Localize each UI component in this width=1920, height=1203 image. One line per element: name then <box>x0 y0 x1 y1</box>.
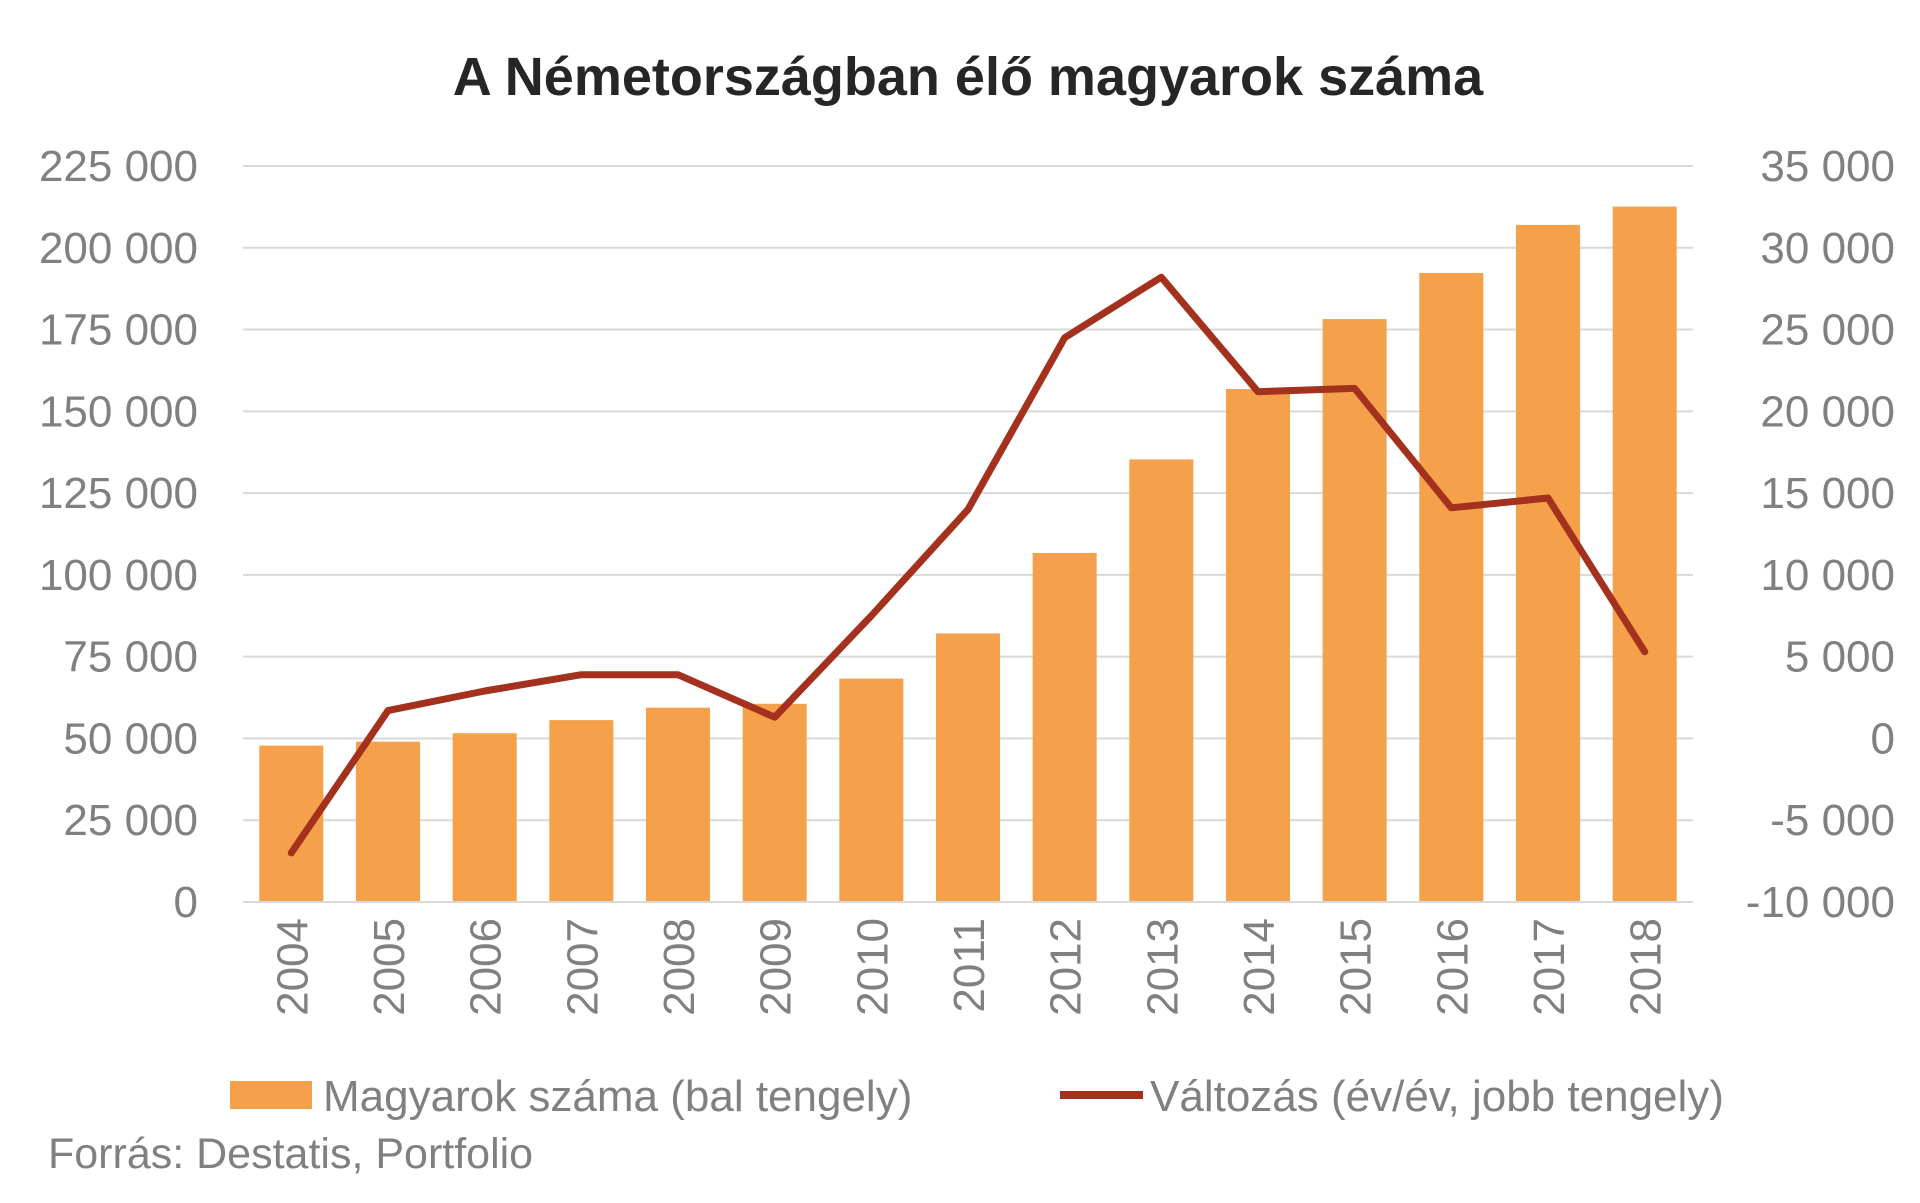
x-tick-label: 2010 <box>848 918 897 1016</box>
x-axis: 2004 2005 2006 2007 2008 2009 2010 2011 2012 2013… <box>243 902 1693 1016</box>
bar-2010 <box>839 679 903 902</box>
legend: Magyarok száma (bal tengely) Változás (é… <box>230 1072 1724 1121</box>
bar-2008 <box>646 708 710 902</box>
left-tick-label: 175 000 <box>39 306 198 355</box>
bar-2005 <box>356 742 420 902</box>
right-tick-label: 25 000 <box>1760 306 1895 355</box>
bar-2007 <box>549 720 613 902</box>
x-tick-label: 2005 <box>365 918 414 1016</box>
bar-2006 <box>453 733 517 902</box>
x-tick-label: 2013 <box>1138 918 1187 1016</box>
left-tick-label: 0 <box>174 878 198 927</box>
bar-2013 <box>1129 459 1193 902</box>
source-note: Forrás: Destatis, Portfolio <box>48 1130 533 1178</box>
left-tick-label: 25 000 <box>63 796 198 845</box>
right-tick-label: 20 000 <box>1760 387 1895 436</box>
left-axis: 0 25 000 50 000 75 000 100 000 125 000 150 000… <box>39 142 198 927</box>
legend-label-bars: Magyarok száma (bal tengely) <box>323 1072 912 1121</box>
right-tick-label: -5 000 <box>1770 796 1895 845</box>
right-tick-label: 35 000 <box>1760 142 1895 191</box>
legend-label-line: Változás (év/év, jobb tengely) <box>1150 1072 1724 1121</box>
x-tick-label: 2006 <box>462 918 511 1016</box>
x-tick-label: 2004 <box>268 918 317 1016</box>
legend-swatch-bars <box>230 1081 312 1109</box>
chart-title: A Németországban élő magyarok száma <box>453 47 1484 107</box>
bar-2015 <box>1323 319 1387 902</box>
right-tick-label: -10 000 <box>1746 878 1895 927</box>
right-tick-label: 0 <box>1871 714 1895 763</box>
x-tick-label: 2008 <box>655 918 704 1016</box>
left-tick-label: 200 000 <box>39 224 198 273</box>
bar-2018 <box>1613 207 1677 902</box>
bar-series <box>259 207 1676 902</box>
bar-2011 <box>936 633 1000 902</box>
right-tick-label: 15 000 <box>1760 469 1895 518</box>
bar-2009 <box>743 704 807 902</box>
left-tick-label: 75 000 <box>63 633 198 682</box>
right-axis: -10 000 -5 000 0 5 000 10 000 15 000 20 000 25 … <box>1746 142 1895 927</box>
bar-2014 <box>1226 389 1290 902</box>
left-tick-label: 50 000 <box>63 714 198 763</box>
x-tick-label: 2018 <box>1622 918 1671 1016</box>
left-tick-label: 225 000 <box>39 142 198 191</box>
bar-2012 <box>1033 553 1097 902</box>
x-tick-label: 2011 <box>945 918 994 1013</box>
x-tick-label: 2007 <box>558 918 607 1016</box>
x-tick-label: 2017 <box>1525 918 1574 1016</box>
bar-2016 <box>1419 273 1483 902</box>
right-tick-label: 10 000 <box>1760 551 1895 600</box>
x-tick-label: 2015 <box>1332 918 1381 1016</box>
right-tick-label: 5 000 <box>1785 633 1895 682</box>
left-tick-label: 125 000 <box>39 469 198 518</box>
x-tick-label: 2012 <box>1042 918 1091 1016</box>
x-tick-label: 2009 <box>752 918 801 1016</box>
bar-2017 <box>1516 225 1580 902</box>
right-tick-label: 30 000 <box>1760 224 1895 273</box>
x-tick-label: 2016 <box>1428 918 1477 1016</box>
x-tick-label: 2014 <box>1235 918 1284 1016</box>
left-tick-label: 100 000 <box>39 551 198 600</box>
left-tick-label: 150 000 <box>39 387 198 436</box>
